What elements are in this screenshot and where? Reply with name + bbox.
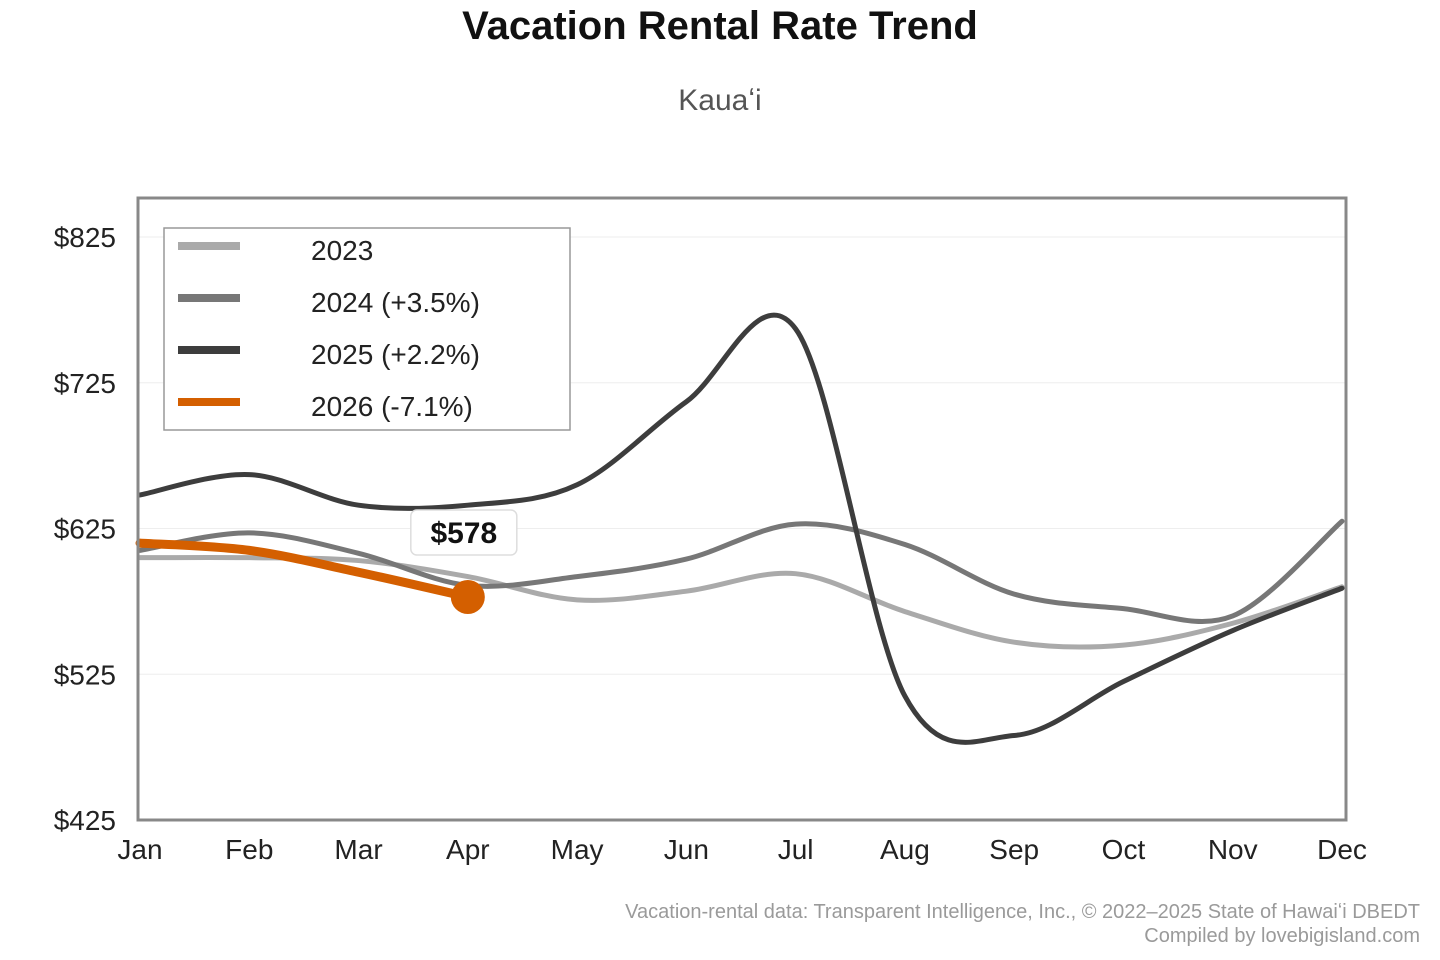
chart-subtitle: Kauaʻi — [678, 84, 762, 117]
y-tick-label: $725 — [54, 368, 116, 399]
x-tick-label: Jun — [664, 834, 709, 865]
x-tick-label: Feb — [225, 834, 273, 865]
plot-frame — [136, 196, 1348, 822]
x-tick-label: Apr — [446, 834, 490, 865]
x-tick-label: Aug — [880, 834, 930, 865]
source-line-1: Vacation-rental data: Transparent Intell… — [625, 901, 1420, 923]
x-tick-label: Mar — [334, 834, 382, 865]
y-tick-label: $425 — [54, 805, 116, 836]
x-tick-label: Dec — [1317, 834, 1367, 865]
y-tick-label: $525 — [54, 659, 116, 690]
latest-point-marker — [450, 580, 485, 615]
series-line-2026 — [135, 538, 473, 602]
series-line-2023 — [137, 554, 1345, 650]
callout-label: $578 — [430, 517, 497, 550]
legend-label: 2025 (+2.2%) — [311, 339, 480, 370]
legend-label: 2026 (-7.1%) — [311, 391, 473, 422]
x-axis: Jan Feb Mar Apr May Jun Jul Aug Sep Oct Nov Dec — [117, 834, 1366, 865]
x-tick-label: Oct — [1102, 834, 1146, 865]
value-callout: $578 — [410, 509, 518, 615]
series-line-2025 — [137, 312, 1345, 745]
legend-label: 2023 — [311, 235, 373, 266]
chart-title: Vacation Rental Rate Trend — [462, 4, 978, 48]
series-lines — [135, 312, 1345, 745]
x-tick-label: Nov — [1208, 834, 1258, 865]
x-tick-label: May — [551, 834, 604, 865]
x-tick-label: Sep — [989, 834, 1039, 865]
y-tick-label: $625 — [54, 514, 116, 545]
x-tick-label: Jan — [117, 834, 162, 865]
legend-box — [163, 227, 571, 431]
legend: 2023 2024 (+3.5%) 2025 (+2.2%) 2026 (-7.1%) — [163, 227, 571, 431]
x-tick-label: Jul — [778, 834, 814, 865]
series-line-2024 — [137, 518, 1345, 625]
source-line-2: Compiled by lovebigisland.com — [1144, 925, 1420, 947]
source-note: Vacation-rental data: Transparent Intell… — [625, 900, 1420, 948]
y-tick-label: $825 — [54, 222, 116, 253]
callout-box — [410, 509, 518, 556]
y-axis: $825 $725 $625 $525 $425 — [54, 222, 116, 836]
legend-label: 2024 (+3.5%) — [311, 287, 480, 318]
